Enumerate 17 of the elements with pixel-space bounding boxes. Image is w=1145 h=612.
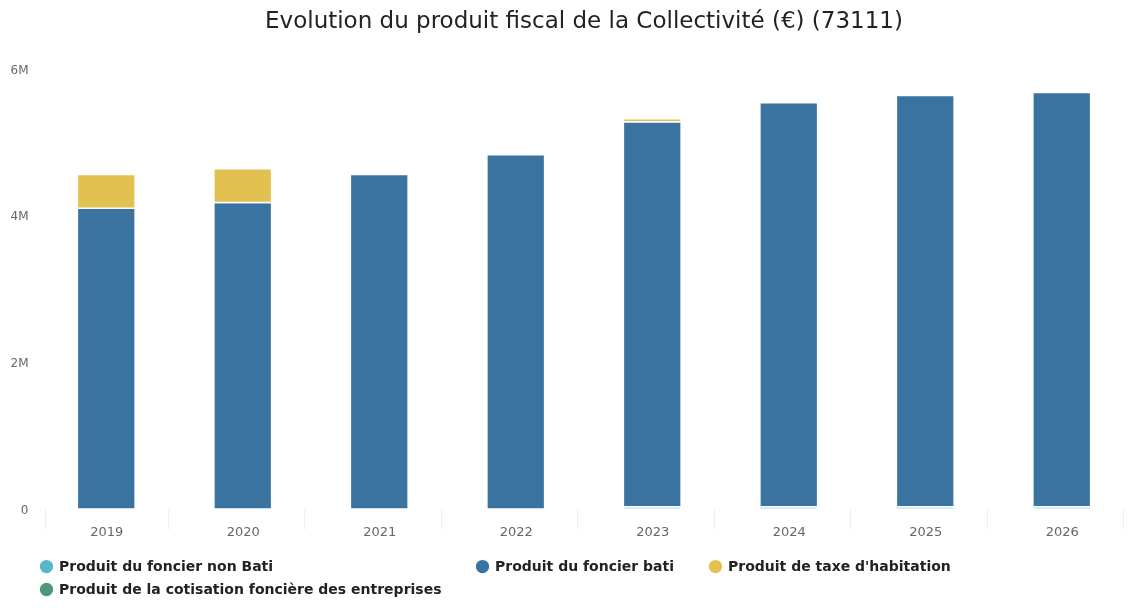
y-tick-label: 0 [20, 502, 29, 517]
x-tick-label: 2020 [226, 523, 260, 539]
legend-label: Produit du foncier non Bati [59, 557, 274, 574]
x-tick-label: 2026 [1045, 523, 1079, 539]
y-tick-label: 4M [10, 209, 29, 224]
x-tick-label: 2022 [499, 523, 533, 539]
x-tick-label: 2023 [636, 523, 670, 539]
y-tick-label: 6M [10, 62, 29, 77]
x-tick-label: 2024 [772, 523, 806, 539]
legend-label: Produit de la cotisation foncière des entreprises [59, 580, 442, 597]
y-tick-label: 2M [10, 355, 29, 370]
x-tick-label: 2021 [363, 523, 397, 539]
legend-label: Produit de taxe d'habitation [728, 557, 951, 574]
chart-title: Evolution du produit fiscal de la Collectivité (€) (73111) [265, 7, 903, 33]
x-tick-label: 2025 [909, 523, 943, 539]
x-tick-label: 2019 [90, 523, 124, 539]
legend-label: Produit du foncier bati [495, 557, 675, 574]
